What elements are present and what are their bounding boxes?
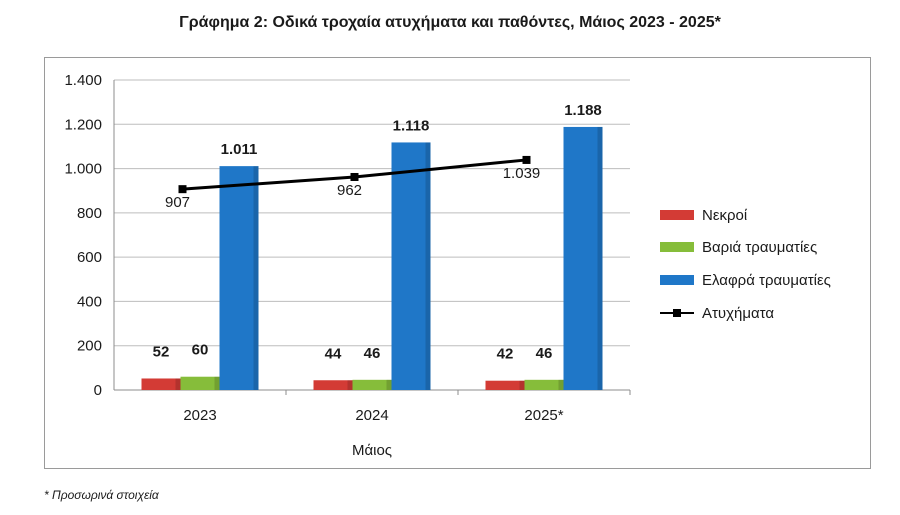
bar-shade xyxy=(519,380,525,390)
legend-item-serious: Βαριά τραυματίες xyxy=(660,238,818,256)
legend-swatch-accidents xyxy=(660,305,694,321)
x-tick-label: 2023 xyxy=(183,407,216,424)
legend-item-light: Ελαφρά τραυματίες xyxy=(660,271,831,289)
line-data-label: 962 xyxy=(337,182,362,199)
bar-shade xyxy=(597,126,603,390)
legend-item-accidents: Ατυχήματα xyxy=(660,304,775,322)
bar-shade xyxy=(175,378,181,390)
legend-label-light: Ελαφρά τραυματίες xyxy=(702,271,831,289)
accidents-marker xyxy=(522,155,531,164)
bar-data-label: 1.188 xyxy=(564,102,602,119)
line-data-label: 1.039 xyxy=(503,165,541,182)
y-tick-label: 1.200 xyxy=(64,116,102,133)
bar-shade xyxy=(425,142,431,390)
bar-data-label: 46 xyxy=(364,345,381,362)
accidents-marker xyxy=(178,185,187,194)
chart-title: Γράφημα 2: Οδικά τροχαία ατυχήματα και π… xyxy=(179,14,721,31)
x-axis-title: Μάιος xyxy=(352,442,392,459)
bar-data-label: 52 xyxy=(153,343,170,360)
bar-data-label: 60 xyxy=(192,342,209,359)
bar-data-label: 44 xyxy=(325,345,342,362)
y-tick-label: 200 xyxy=(77,338,102,355)
bar xyxy=(563,126,603,390)
legend-swatch-light xyxy=(660,275,694,285)
legend-swatch-serious xyxy=(660,242,694,252)
bar-shade xyxy=(253,166,259,390)
y-tick-label: 1.000 xyxy=(64,161,102,178)
bar-data-label: 1.011 xyxy=(221,141,258,158)
x-tick-label: 2025* xyxy=(524,407,563,424)
y-tick-label: 400 xyxy=(77,293,102,310)
bar-data-label: 46 xyxy=(536,345,553,362)
y-tick-label: 800 xyxy=(77,205,102,222)
bar-shade xyxy=(386,379,392,390)
legend-label-serious: Βαριά τραυματίες xyxy=(702,238,818,256)
line-data-label: 907 xyxy=(165,194,190,211)
accidents-marker xyxy=(350,172,359,181)
bar xyxy=(219,166,259,390)
bar xyxy=(313,380,353,390)
bar-shade xyxy=(558,379,564,390)
bar xyxy=(141,378,181,390)
y-tick-label: 600 xyxy=(77,249,102,266)
y-tick-label: 0 xyxy=(94,382,102,399)
legend-swatch-deaths xyxy=(660,210,694,220)
legend-item-deaths: Νεκροί xyxy=(660,206,748,224)
footnote: * Προσωρινά στοιχεία xyxy=(44,488,159,502)
bar-data-label: 42 xyxy=(497,346,514,363)
bar-shade xyxy=(214,376,220,390)
bar xyxy=(352,379,392,390)
bar xyxy=(180,376,220,390)
bar-data-label: 1.118 xyxy=(393,117,430,134)
legend-label-accidents: Ατυχήματα xyxy=(702,304,775,322)
bar xyxy=(524,379,564,390)
bar-shade xyxy=(347,380,353,390)
x-tick-label: 2024 xyxy=(355,407,388,424)
bar xyxy=(485,380,525,390)
chart-frame xyxy=(44,57,871,469)
legend-label-deaths: Νεκροί xyxy=(702,206,748,224)
y-tick-label: 1.400 xyxy=(64,72,102,89)
bar xyxy=(391,142,431,390)
